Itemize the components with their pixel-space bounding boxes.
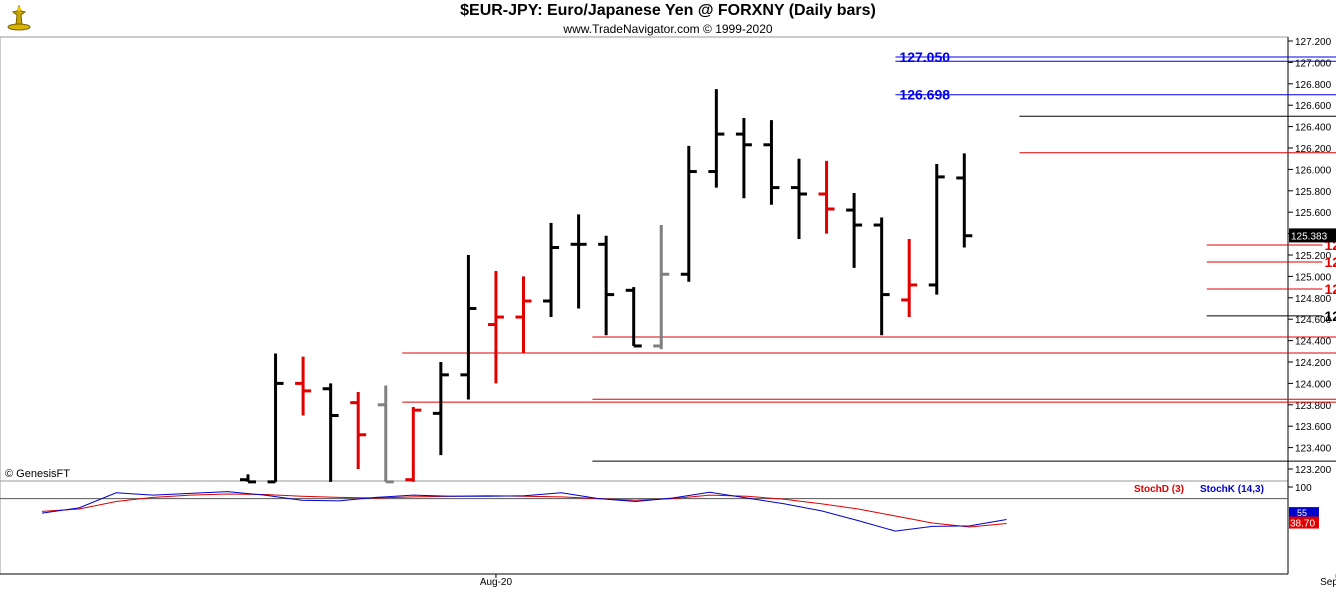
ohlc-bar — [432, 362, 449, 456]
y-tick-label: 124.000 — [1295, 379, 1332, 390]
y-tick-label: 126.000 — [1295, 165, 1332, 176]
y-tick-label: 124.600 — [1295, 315, 1332, 326]
ohlc-bar — [570, 214, 587, 309]
y-tick-label: 125.800 — [1295, 187, 1332, 198]
ohlc-bar — [322, 383, 339, 482]
oscillator-series-line — [41, 491, 1007, 532]
y-tick-label: 125.000 — [1295, 272, 1332, 283]
level-label: 127.050 — [899, 49, 950, 65]
y-tick-label: 123.600 — [1295, 422, 1332, 433]
ohlc-bar — [543, 222, 560, 318]
ohlc-bar — [708, 89, 725, 188]
level-label: 125.293 — [1324, 237, 1336, 253]
ohlc-bar — [377, 385, 394, 484]
y-tick-label: 126.800 — [1295, 80, 1332, 91]
ohlc-bar — [763, 120, 780, 205]
y-tick-label: 123.200 — [1295, 465, 1332, 476]
ohlc-bar — [267, 353, 284, 484]
ohlc-bar — [350, 391, 367, 469]
ohlc-bar — [653, 225, 670, 350]
price-panel — [0, 36, 1289, 482]
ohlc-bar — [818, 160, 835, 234]
stochd-value-label: 38.70 — [1290, 519, 1315, 530]
y-tick-label: 124.800 — [1295, 294, 1332, 305]
ohlc-bar — [487, 271, 504, 384]
ohlc-bar — [735, 118, 752, 199]
chart-subtitle: www.TradeNavigator.com © 1999-2020 — [563, 22, 773, 36]
y-tick-label: 127.000 — [1295, 58, 1332, 69]
last-price-label: 125.383 — [1291, 231, 1328, 242]
y-tick-label: 123.400 — [1295, 444, 1332, 455]
level-label: 126.698 — [899, 87, 950, 103]
ohlc-bar — [846, 192, 863, 268]
ohlc-bar — [901, 238, 918, 318]
legend-stochk: StochK (14,3) — [1200, 484, 1264, 495]
y-tick-label: 125.600 — [1295, 208, 1332, 219]
ohlc-bar — [956, 153, 973, 248]
ohlc-bar — [240, 474, 256, 484]
chart-title: $EUR-JPY: Euro/Japanese Yen @ FORXNY (Da… — [460, 2, 876, 19]
y-tick-label: 123.800 — [1295, 401, 1332, 412]
osc-y-tick-label: 100 — [1295, 483, 1312, 494]
x-tick-label: Sep-20 — [1320, 577, 1336, 588]
oscillator-series-line — [41, 493, 1007, 528]
oscillator-panel — [0, 480, 1289, 575]
ohlc-bar — [873, 217, 890, 336]
ohlc-bar — [791, 158, 807, 239]
ohlc-bar — [295, 356, 312, 416]
ohlc-bar — [928, 164, 945, 295]
y-tick-label: 124.200 — [1295, 358, 1332, 369]
stochk-value-label: 55 — [1297, 508, 1307, 518]
y-tick-label: 126.200 — [1295, 144, 1332, 155]
ohlc-bar — [405, 406, 422, 482]
y-tick-label: 126.600 — [1295, 101, 1332, 112]
ohlc-bar — [625, 287, 642, 348]
stochk-value-tag — [1289, 507, 1319, 519]
y-tick-label: 125.200 — [1295, 251, 1332, 262]
y-tick-label: 127.200 — [1295, 37, 1332, 48]
y-tick-label: 124.400 — [1295, 337, 1332, 348]
ohlc-bar — [598, 235, 615, 336]
y-tick-label: 126.400 — [1295, 123, 1332, 134]
ohlc-bar — [515, 276, 532, 354]
copyright-label: © GenesisFT — [5, 468, 70, 480]
last-price-tag — [1289, 228, 1336, 243]
stochd-value-tag — [1289, 516, 1319, 529]
ohlc-bar — [680, 145, 697, 282]
legend-stochd: StochD (3) — [1134, 484, 1184, 495]
level-label: 124.631 — [1324, 308, 1336, 324]
level-label: 124.882 — [1324, 281, 1336, 297]
ohlc-bar — [460, 255, 477, 400]
trade-navigator-logo-icon — [4, 3, 34, 38]
x-tick-label: Aug-20 — [480, 577, 513, 588]
level-label: 125.135 — [1324, 254, 1336, 270]
